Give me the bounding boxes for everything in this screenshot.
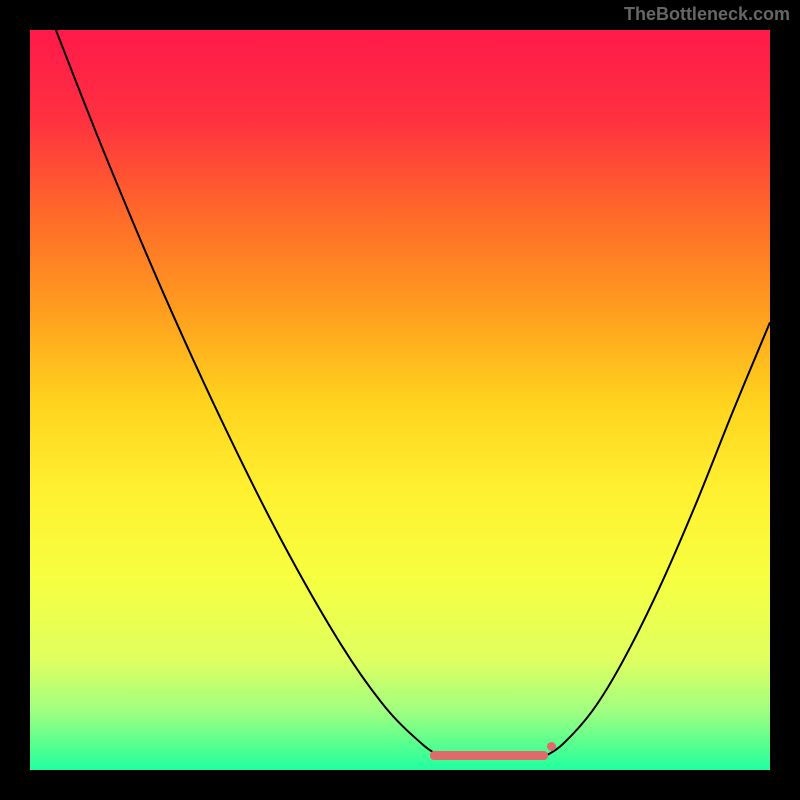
trough-marker-dot (547, 742, 556, 751)
watermark-text: TheBottleneck.com (624, 4, 790, 25)
v-curve (30, 30, 770, 770)
trough-marker-band (430, 751, 548, 760)
plot-area (30, 30, 770, 770)
